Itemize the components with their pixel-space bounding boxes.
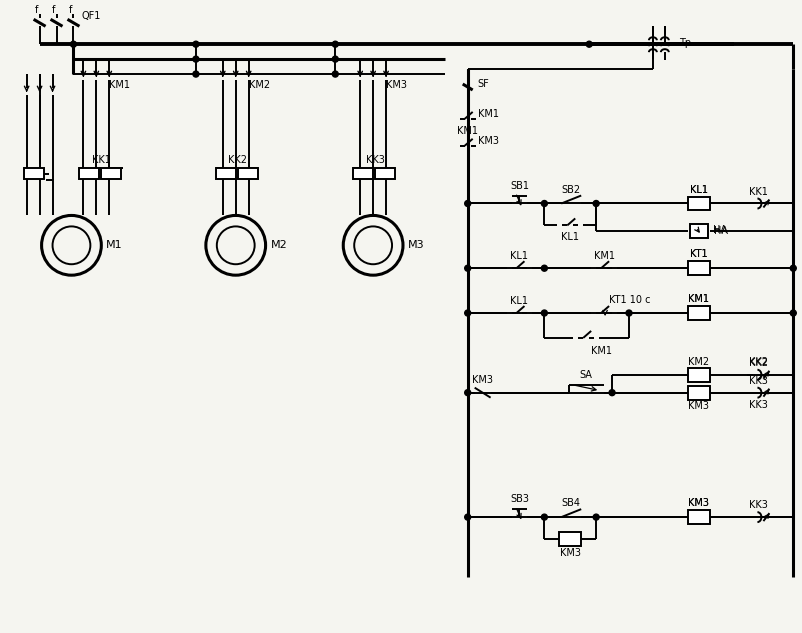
Bar	[375, 168, 395, 179]
Text: f: f	[34, 5, 38, 15]
Circle shape	[332, 41, 338, 47]
Bar	[689, 225, 707, 239]
Text: KK2: KK2	[748, 358, 767, 368]
Bar	[687, 510, 709, 524]
Circle shape	[541, 310, 547, 316]
Bar	[687, 196, 709, 210]
Text: SB2: SB2	[561, 185, 580, 194]
Bar	[353, 168, 373, 179]
Text: Тр: Тр	[678, 38, 690, 48]
Text: KM1: KM1	[477, 109, 498, 119]
Bar	[23, 168, 43, 179]
Circle shape	[609, 390, 614, 396]
Text: KM3: KM3	[472, 375, 492, 385]
Text: KL1: KL1	[510, 251, 528, 261]
Bar	[559, 532, 581, 546]
Circle shape	[464, 390, 470, 396]
Bar	[79, 168, 99, 179]
Text: KK3: KK3	[748, 399, 767, 410]
Text: f: f	[69, 5, 72, 15]
Circle shape	[541, 514, 547, 520]
Text: KM1: KM1	[456, 126, 478, 136]
Text: KK3: KK3	[748, 376, 767, 385]
Text: KL1: KL1	[510, 296, 528, 306]
Bar	[687, 261, 709, 275]
Bar	[216, 168, 236, 179]
Text: f: f	[52, 5, 55, 15]
Circle shape	[541, 265, 547, 271]
Circle shape	[626, 310, 631, 316]
Text: M1: M1	[106, 241, 123, 250]
Circle shape	[789, 265, 796, 271]
Circle shape	[332, 71, 338, 77]
Text: KM2: KM2	[687, 357, 708, 367]
Text: HA: HA	[713, 227, 727, 236]
Circle shape	[593, 201, 598, 206]
Circle shape	[464, 265, 470, 271]
Text: SA: SA	[579, 370, 592, 380]
Text: KL1: KL1	[689, 185, 707, 194]
Text: KM1: KM1	[687, 294, 708, 304]
Circle shape	[332, 56, 338, 62]
Circle shape	[541, 201, 547, 206]
Text: SF: SF	[477, 79, 488, 89]
Text: KM3: KM3	[687, 498, 708, 508]
Text: QF1: QF1	[81, 11, 101, 22]
Circle shape	[593, 514, 598, 520]
Text: KK3: KK3	[748, 500, 767, 510]
Text: KM2: KM2	[249, 80, 269, 90]
Text: KM3: KM3	[687, 498, 708, 508]
Text: KM1: KM1	[109, 80, 130, 90]
Text: KL1: KL1	[689, 185, 707, 194]
Text: KT1 10 с: KT1 10 с	[609, 295, 650, 305]
Circle shape	[71, 41, 76, 47]
Text: SB3: SB3	[509, 494, 529, 505]
Circle shape	[464, 310, 470, 316]
Text: KL1: KL1	[561, 232, 578, 242]
Bar	[237, 168, 257, 179]
Circle shape	[585, 41, 591, 47]
Text: KK1: KK1	[91, 154, 111, 165]
Text: M3: M3	[407, 241, 424, 250]
Text: KM1: KM1	[593, 251, 614, 261]
Text: M2: M2	[270, 241, 287, 250]
Text: KM1: KM1	[590, 346, 611, 356]
Circle shape	[789, 310, 796, 316]
Bar	[687, 385, 709, 399]
Circle shape	[192, 56, 199, 62]
Text: KM1: KM1	[687, 294, 708, 304]
Text: KM3: KM3	[559, 548, 580, 558]
Bar	[687, 306, 709, 320]
Circle shape	[464, 514, 470, 520]
Text: SB1: SB1	[509, 180, 529, 191]
Text: KM3: KM3	[477, 135, 498, 146]
Text: KK2: KK2	[748, 357, 767, 367]
Text: KT1: KT1	[689, 249, 707, 260]
Text: KK3: KK3	[365, 154, 384, 165]
Circle shape	[192, 71, 199, 77]
Bar	[687, 368, 709, 382]
Circle shape	[192, 41, 199, 47]
Text: KM3: KM3	[386, 80, 407, 90]
Circle shape	[464, 201, 470, 206]
Text: KT1: KT1	[689, 249, 707, 260]
Text: KK1: KK1	[748, 187, 767, 197]
Text: KM3: KM3	[687, 401, 708, 411]
Text: SB4: SB4	[561, 498, 580, 508]
Text: HA: HA	[711, 225, 726, 235]
Text: KK2: KK2	[228, 154, 247, 165]
Bar	[101, 168, 121, 179]
